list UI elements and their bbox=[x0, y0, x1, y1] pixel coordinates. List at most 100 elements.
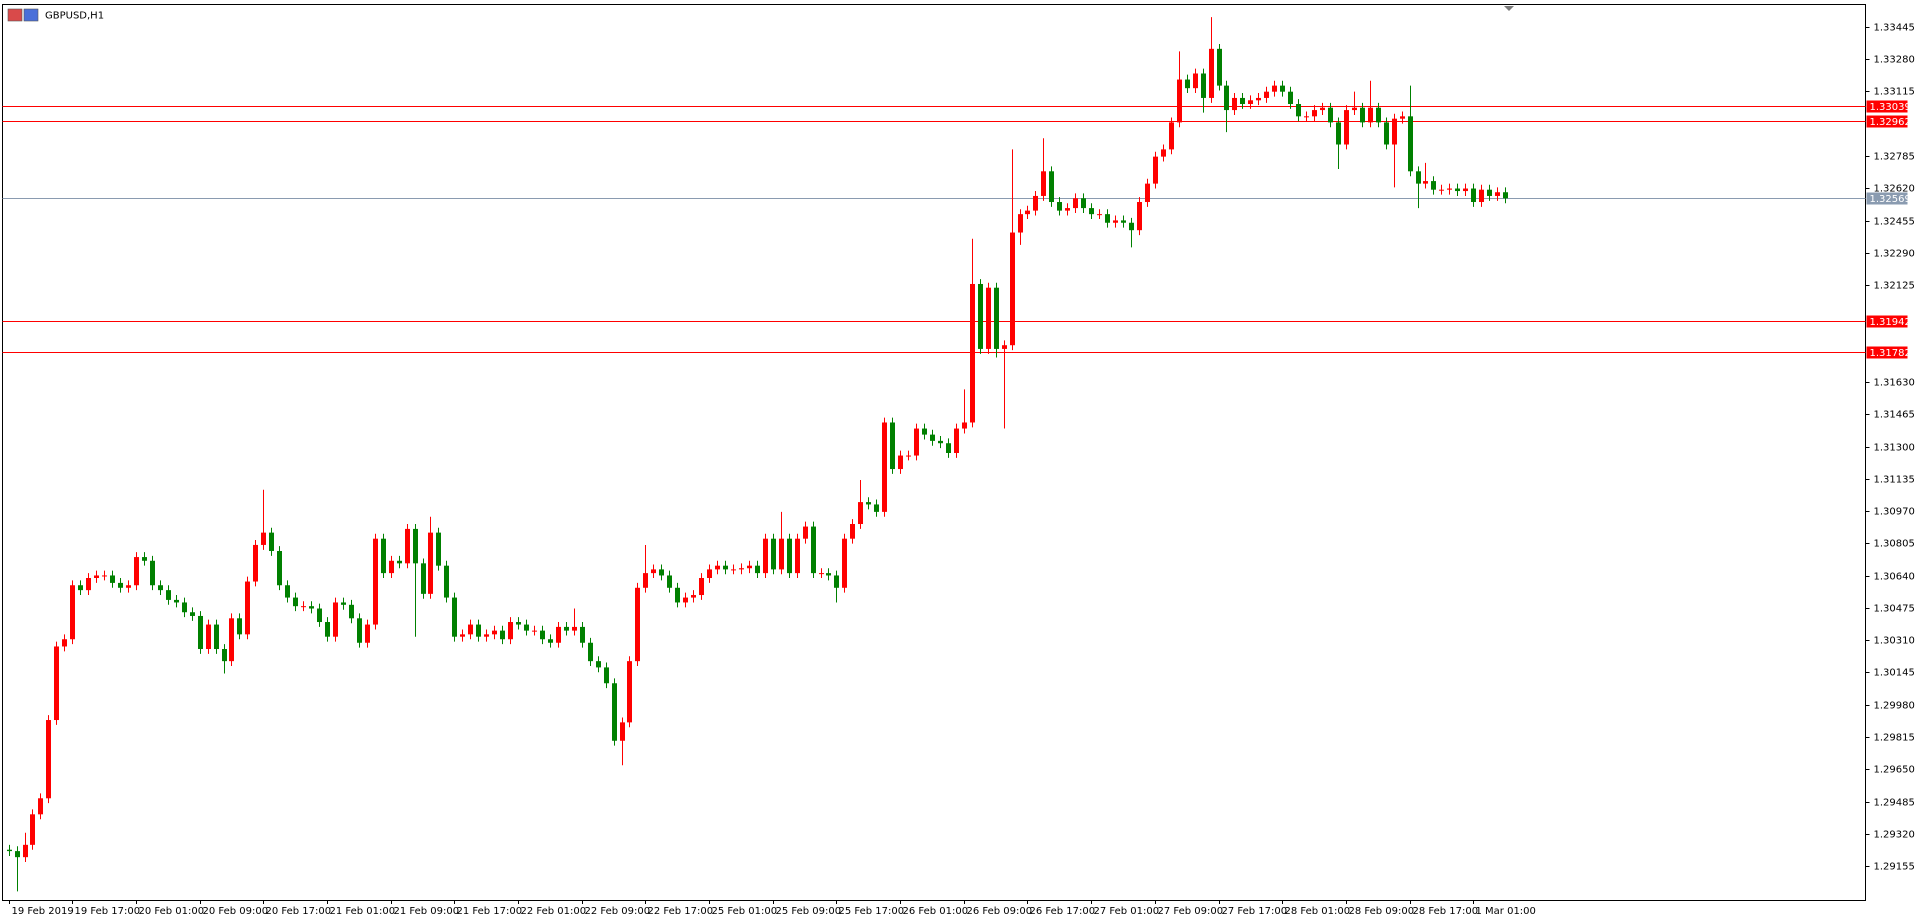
candle-body bbox=[659, 569, 664, 576]
candle-body bbox=[1423, 181, 1428, 184]
chart-shift-marker[interactable] bbox=[1504, 6, 1514, 11]
candle-body bbox=[1081, 198, 1086, 209]
candle-body bbox=[7, 849, 12, 852]
candle-body bbox=[1185, 79, 1190, 89]
x-tick-label: 1 Mar 01:00 bbox=[1476, 906, 1536, 917]
candle-body bbox=[627, 661, 632, 723]
candle-body bbox=[158, 585, 163, 591]
candle-body bbox=[1209, 48, 1214, 98]
candle-body bbox=[842, 538, 847, 588]
candle-body bbox=[1264, 91, 1269, 98]
candle-body bbox=[866, 502, 871, 505]
y-tick-label: 1.33115 bbox=[1874, 87, 1915, 98]
candle-body bbox=[245, 581, 250, 635]
candle-body bbox=[1089, 208, 1094, 215]
candle-body bbox=[1344, 110, 1349, 145]
x-tick-label: 27 Feb 01:00 bbox=[1094, 906, 1160, 917]
candle-body bbox=[261, 532, 266, 545]
candle-body bbox=[1503, 192, 1508, 199]
candle-body bbox=[293, 597, 298, 607]
candle-body bbox=[1010, 232, 1015, 346]
y-tick-label: 1.31465 bbox=[1874, 410, 1915, 421]
candle-body bbox=[946, 443, 951, 453]
candle-body bbox=[1217, 48, 1222, 86]
candle-body bbox=[174, 599, 179, 603]
candle-body bbox=[1193, 73, 1198, 89]
candle-body bbox=[532, 630, 537, 632]
candle-body bbox=[182, 602, 187, 613]
candle-body bbox=[1352, 107, 1357, 111]
candle-body bbox=[556, 626, 561, 643]
x-tick-label: 22 Feb 09:00 bbox=[585, 906, 651, 917]
candle-body bbox=[1328, 107, 1333, 123]
candle-body bbox=[62, 639, 67, 647]
y-tick-label: 1.29980 bbox=[1874, 701, 1915, 712]
candle-body bbox=[930, 434, 935, 441]
candle-body bbox=[389, 560, 394, 574]
candle-body bbox=[1384, 122, 1389, 145]
candle-body bbox=[317, 608, 322, 623]
y-tick-label: 1.33445 bbox=[1874, 23, 1915, 34]
candle-body bbox=[635, 587, 640, 662]
candle-body bbox=[803, 526, 808, 539]
x-tick-label: 25 Feb 17:00 bbox=[839, 906, 905, 917]
x-tick-label: 28 Feb 09:00 bbox=[1349, 906, 1415, 917]
x-tick-label: 27 Feb 09:00 bbox=[1158, 906, 1224, 917]
candle-body bbox=[46, 720, 51, 799]
x-tick-label: 26 Feb 17:00 bbox=[1030, 906, 1096, 917]
level-price-label: 1.31782 bbox=[1870, 348, 1911, 359]
candle-body bbox=[1455, 188, 1460, 192]
candle-body bbox=[1201, 73, 1206, 98]
candle-body bbox=[1368, 107, 1373, 123]
y-tick-label: 1.32455 bbox=[1874, 217, 1915, 228]
candle-body bbox=[819, 573, 824, 575]
candle-body bbox=[548, 639, 553, 643]
candle-body bbox=[1392, 118, 1397, 145]
x-tick-label: 28 Feb 17:00 bbox=[1413, 906, 1479, 917]
candle-body bbox=[94, 575, 99, 579]
x-tick-label: 20 Feb 09:00 bbox=[203, 906, 269, 917]
y-tick-label: 1.29320 bbox=[1874, 830, 1915, 841]
candle-body bbox=[436, 532, 441, 566]
candle-body bbox=[397, 560, 402, 564]
candle-body bbox=[850, 524, 855, 539]
x-tick-label: 26 Feb 09:00 bbox=[967, 906, 1033, 917]
x-tick-label: 19 Feb 2019 bbox=[12, 906, 74, 917]
candle-body bbox=[1121, 220, 1126, 223]
candle-body bbox=[38, 798, 43, 815]
candle-body bbox=[349, 604, 354, 619]
candle-body bbox=[1105, 214, 1110, 223]
candle-body bbox=[588, 642, 593, 662]
candle-body bbox=[333, 602, 338, 637]
y-tick-label: 1.30970 bbox=[1874, 507, 1915, 518]
chart-icon bbox=[7, 8, 39, 22]
candle-body bbox=[452, 597, 457, 637]
candle-body bbox=[612, 683, 617, 741]
candle-body bbox=[667, 575, 672, 588]
candle-body bbox=[1447, 188, 1452, 190]
candle-body bbox=[962, 422, 967, 429]
candle-body bbox=[811, 526, 816, 574]
candle-body bbox=[309, 606, 314, 609]
candle-body bbox=[86, 578, 91, 591]
y-tick-label: 1.30310 bbox=[1874, 636, 1915, 647]
y-tick-label: 1.32125 bbox=[1874, 281, 1915, 292]
candle-body bbox=[1439, 189, 1444, 191]
candle-body bbox=[1336, 122, 1341, 145]
candle-body bbox=[150, 560, 155, 586]
candle-body bbox=[1408, 116, 1413, 172]
x-tick-label: 22 Feb 01:00 bbox=[521, 906, 587, 917]
level-price-label: 1.32962 bbox=[1870, 117, 1911, 128]
candle-body bbox=[1224, 85, 1229, 111]
candle-body bbox=[1471, 188, 1476, 203]
candle-body bbox=[476, 624, 481, 637]
candle-body bbox=[1145, 183, 1150, 203]
level-price-box bbox=[1866, 100, 1908, 113]
candle-body bbox=[1479, 189, 1484, 203]
candle-body bbox=[643, 573, 648, 588]
candle-body bbox=[596, 661, 601, 668]
candle-body bbox=[994, 287, 999, 349]
candle-body bbox=[1495, 192, 1500, 196]
